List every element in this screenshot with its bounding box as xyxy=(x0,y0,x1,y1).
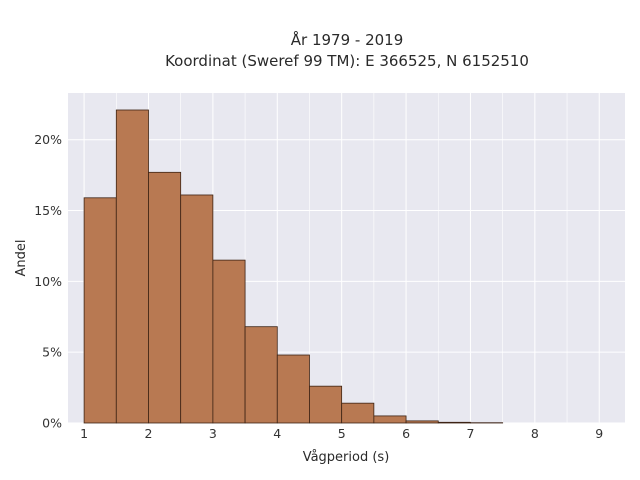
y-tick-label: 20% xyxy=(34,132,62,147)
histogram-bar xyxy=(309,385,343,424)
y-tick-label: 10% xyxy=(34,274,62,289)
chart-title-line-2: Koordinat (Sweref 99 TM): E 366525, N 61… xyxy=(165,52,529,70)
histogram-bar xyxy=(83,197,117,424)
x-axis-ticks: 1 2 3 4 5 6 7 8 9 xyxy=(80,426,603,441)
y-axis-ticks: 0% 5% 10% 15% 20% xyxy=(34,132,62,430)
x-tick-label: 3 xyxy=(209,426,217,441)
bars xyxy=(83,109,504,424)
x-tick-label: 4 xyxy=(273,426,281,441)
y-tick-label: 15% xyxy=(34,203,62,218)
x-tick-label: 8 xyxy=(531,426,539,441)
x-axis-label: Vågperiod (s) xyxy=(303,450,390,465)
x-tick-label: 6 xyxy=(402,426,410,441)
chart-title-line-1: År 1979 - 2019 xyxy=(291,30,404,49)
x-tick-label: 2 xyxy=(145,426,153,441)
histogram-bar xyxy=(276,354,310,424)
x-tick-label: 1 xyxy=(80,426,88,441)
histogram-bar xyxy=(180,194,214,424)
y-axis-label: Andel xyxy=(14,240,29,277)
y-tick-label: 0% xyxy=(42,416,62,431)
x-tick-label: 7 xyxy=(466,426,474,441)
histogram-bar xyxy=(341,402,375,424)
x-tick-label: 5 xyxy=(338,426,346,441)
histogram-bar xyxy=(212,259,246,424)
x-tick-label: 9 xyxy=(595,426,603,441)
histogram-bar xyxy=(405,420,439,424)
histogram-bar xyxy=(148,171,182,424)
histogram-bar xyxy=(373,415,407,424)
histogram-bar xyxy=(244,326,278,424)
histogram-bar xyxy=(115,109,149,424)
histogram-bar xyxy=(437,421,471,424)
y-tick-label: 5% xyxy=(42,345,62,360)
